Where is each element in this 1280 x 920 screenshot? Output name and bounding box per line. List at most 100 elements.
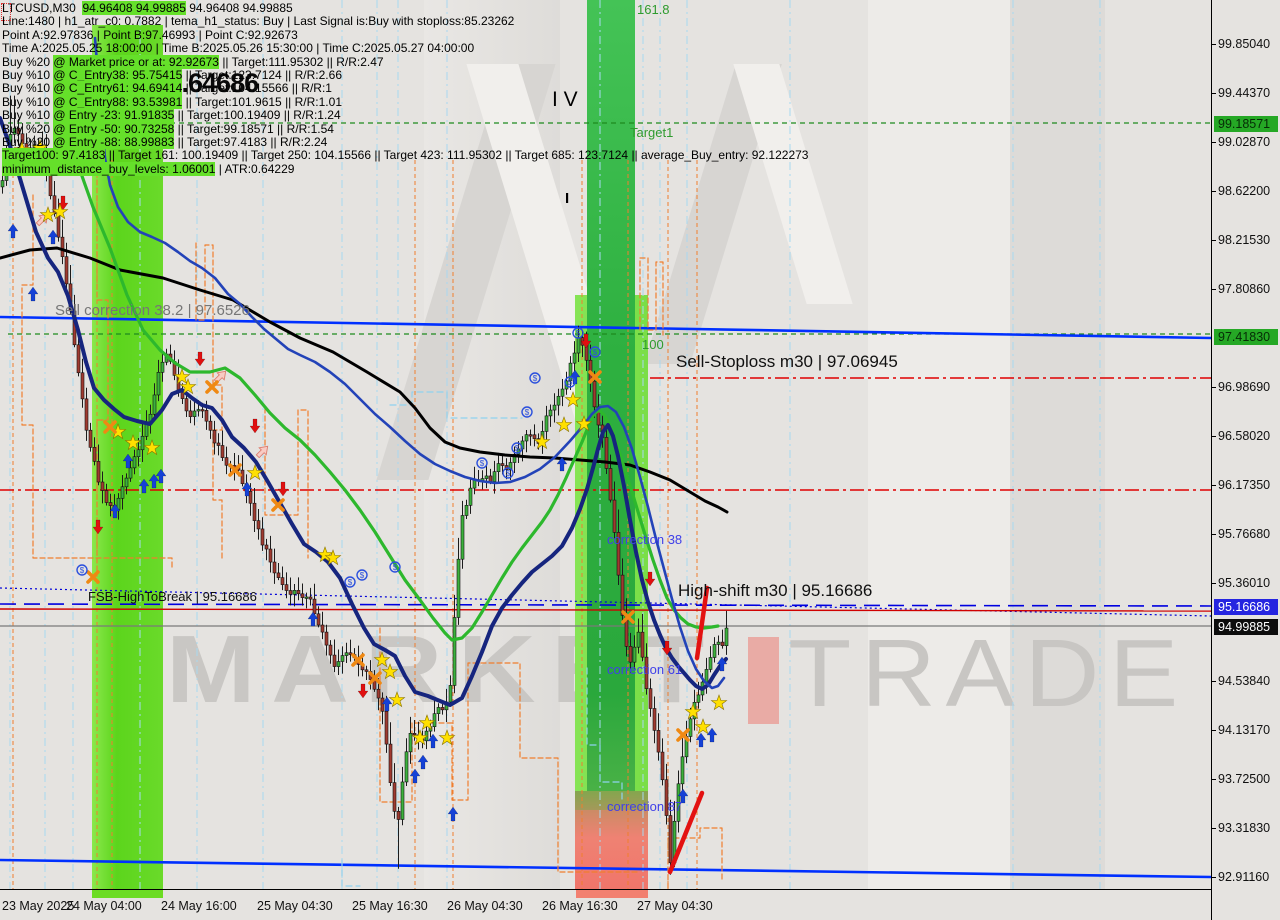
- x-axis-label: 23 May 2025: [2, 899, 75, 913]
- info-line-2: Line:1480 | h1_atr_c0: 0.7882 | tema_h1_…: [2, 14, 515, 29]
- y-tick: [1212, 44, 1216, 45]
- annotation-6[interactable]: High-shift m30 | 95.16686: [678, 581, 873, 600]
- svg-text:$: $: [360, 571, 365, 580]
- ma-black: [0, 246, 729, 514]
- svg-text:$: $: [525, 408, 530, 417]
- info-line-4: Time A:2025.05.25 18:00:00 | Time B:2025…: [2, 41, 475, 56]
- y-axis-label: 94.13170: [1218, 723, 1271, 737]
- y-tick: [1212, 485, 1216, 486]
- svg-text:$: $: [533, 374, 538, 383]
- annotation-10[interactable]: correction 61: [607, 662, 683, 677]
- annotation-8[interactable]: FSB-HighToBreak | 95.16686: [88, 589, 257, 604]
- svg-text:$: $: [348, 578, 353, 587]
- price-level-badge: 95.16686: [1214, 599, 1278, 615]
- y-axis-label: 98.21530: [1218, 233, 1271, 247]
- svg-text:$: $: [480, 459, 485, 468]
- x-axis-label: 24 May 16:00: [161, 899, 237, 913]
- y-tick: [1212, 730, 1216, 731]
- y-axis-label: 95.36010: [1218, 576, 1271, 590]
- x-axis-label: 26 May 16:30: [542, 899, 618, 913]
- y-tick: [1212, 583, 1216, 584]
- time-axis[interactable]: 23 May 2025 24 May 04:00 24 May 16:00 25 Ma…: [0, 889, 1211, 920]
- info-line-11: Buy %20 @ Entry -88: 88.99883 || Target:…: [2, 135, 328, 150]
- y-tick: [1212, 191, 1216, 192]
- info-line-5: Buy %20 @ Market price or at: 92.92673 |…: [2, 54, 384, 69]
- info-line-1: LTCUSD,M30 94.96408 94.99885 94.96408 94…: [2, 1, 293, 15]
- level-lines: [0, 122, 1211, 879]
- svg-text:$: $: [393, 563, 398, 572]
- y-tick: [1212, 387, 1216, 388]
- y-axis-label: 98.62200: [1218, 184, 1271, 198]
- info-line-10: Buy %20 @ Entry -50: 90.73258 || Target:…: [2, 121, 334, 136]
- info-line-8: Buy %10 @ C_Entry88: 93.53981 || Target:…: [2, 94, 342, 109]
- annotation-11[interactable]: correction 87: [607, 799, 683, 814]
- axis-line: [0, 889, 1211, 890]
- y-tick: [1212, 142, 1216, 143]
- annotation-3[interactable]: Target1: [630, 125, 674, 140]
- svg-text:$: $: [593, 348, 598, 357]
- svg-text:$: $: [80, 566, 85, 575]
- svg-text:$: $: [515, 444, 520, 453]
- y-axis-label: 92.91160: [1218, 870, 1270, 884]
- info-line-13: minimum_distance_buy_levels: 1.06001 | A…: [2, 161, 295, 176]
- y-tick: [1212, 289, 1216, 290]
- info-line-6: Buy %10 @ C_Entry38: 95.75415 || Target:…: [2, 68, 342, 83]
- annotation-4[interactable]: 100: [642, 337, 664, 352]
- annotation-0[interactable]: 161.8: [637, 2, 670, 17]
- watermark-red-bar: [748, 637, 779, 724]
- candles: [0, 95, 729, 875]
- y-tick: [1212, 436, 1216, 437]
- price-level-badge: 94.99885: [1214, 619, 1278, 635]
- bg-column-dark: [1010, 0, 1105, 889]
- x-axis-label: 27 May 04:30: [637, 899, 713, 913]
- info-line-3: Point A:92.97836 | Point B:97.46993 | Po…: [2, 27, 298, 42]
- price-axis[interactable]: 99.85040 99.44370 99.02870 98.62200 98.21530…: [1211, 0, 1280, 920]
- info-line-12: Target100: 97.4183 || Target 161: 100.19…: [2, 148, 809, 163]
- annotation-9[interactable]: correction 38: [607, 532, 683, 547]
- channel-steps: [21, 179, 723, 889]
- ma-royal: [93, 36, 726, 690]
- price-level-badge: 99.18571: [1214, 116, 1278, 132]
- svg-text:$: $: [576, 329, 581, 338]
- object-selection-box: [1, 3, 11, 21]
- y-axis-label: 97.80860: [1218, 282, 1271, 296]
- y-tick: [1212, 534, 1216, 535]
- bg-column-light2: [868, 0, 1010, 889]
- watermark-trade: TRADE: [788, 620, 1188, 727]
- svg-text:$: $: [506, 469, 511, 478]
- y-tick: [1212, 828, 1216, 829]
- band-footprint: [576, 890, 648, 898]
- y-axis-label: 99.85040: [1218, 37, 1271, 51]
- y-tick: [1212, 93, 1216, 94]
- info-line-7: Buy %10 @ C_Entry61: 94.69414 || Target:…: [2, 81, 332, 96]
- info-line-9: Buy %10 @ Entry -23: 91.91835 || Target:…: [2, 108, 341, 123]
- x-axis-label: 25 May 04:30: [257, 899, 333, 913]
- expert-info-block: LTCUSD,M30 94.96408 94.99885 94.96408 94…: [2, 1, 809, 176]
- x-axis-label: 24 May 04:00: [66, 899, 142, 913]
- x-axis-label: 25 May 16:30: [352, 899, 428, 913]
- signal-markers: $ $ $ $ $ $ $ $ $ $ $ $: [7, 139, 728, 822]
- moving-averages: [0, 36, 729, 707]
- annotation-5[interactable]: Sell-Stoploss m30 | 97.06945: [676, 352, 898, 371]
- y-tick: [1212, 240, 1216, 241]
- svg-text:$: $: [568, 378, 573, 387]
- y-axis-label: 96.58020: [1218, 429, 1271, 443]
- ma-green: [58, 148, 720, 642]
- y-axis-label: 94.53840: [1218, 674, 1271, 688]
- x-axis-label: 26 May 04:30: [447, 899, 523, 913]
- y-tick: [1212, 681, 1216, 682]
- band-footprint: [92, 890, 163, 898]
- annotation-2[interactable]: I: [565, 190, 570, 207]
- y-tick: [1212, 877, 1216, 878]
- y-axis-label: 95.76680: [1218, 527, 1271, 541]
- y-axis-label: 93.31830: [1218, 821, 1271, 835]
- y-axis-label: 99.02870: [1218, 135, 1271, 149]
- zigzag-line: [667, 585, 710, 875]
- y-axis-label: 96.17350: [1218, 478, 1271, 492]
- annotation-7[interactable]: Sell correction 38.2 | 97.6526: [55, 302, 250, 319]
- y-axis-label: 99.44370: [1218, 86, 1271, 100]
- y-axis-label: 96.98690: [1218, 380, 1271, 394]
- annotation-1[interactable]: I V: [552, 88, 578, 111]
- price-level-badge: 97.41830: [1214, 329, 1278, 345]
